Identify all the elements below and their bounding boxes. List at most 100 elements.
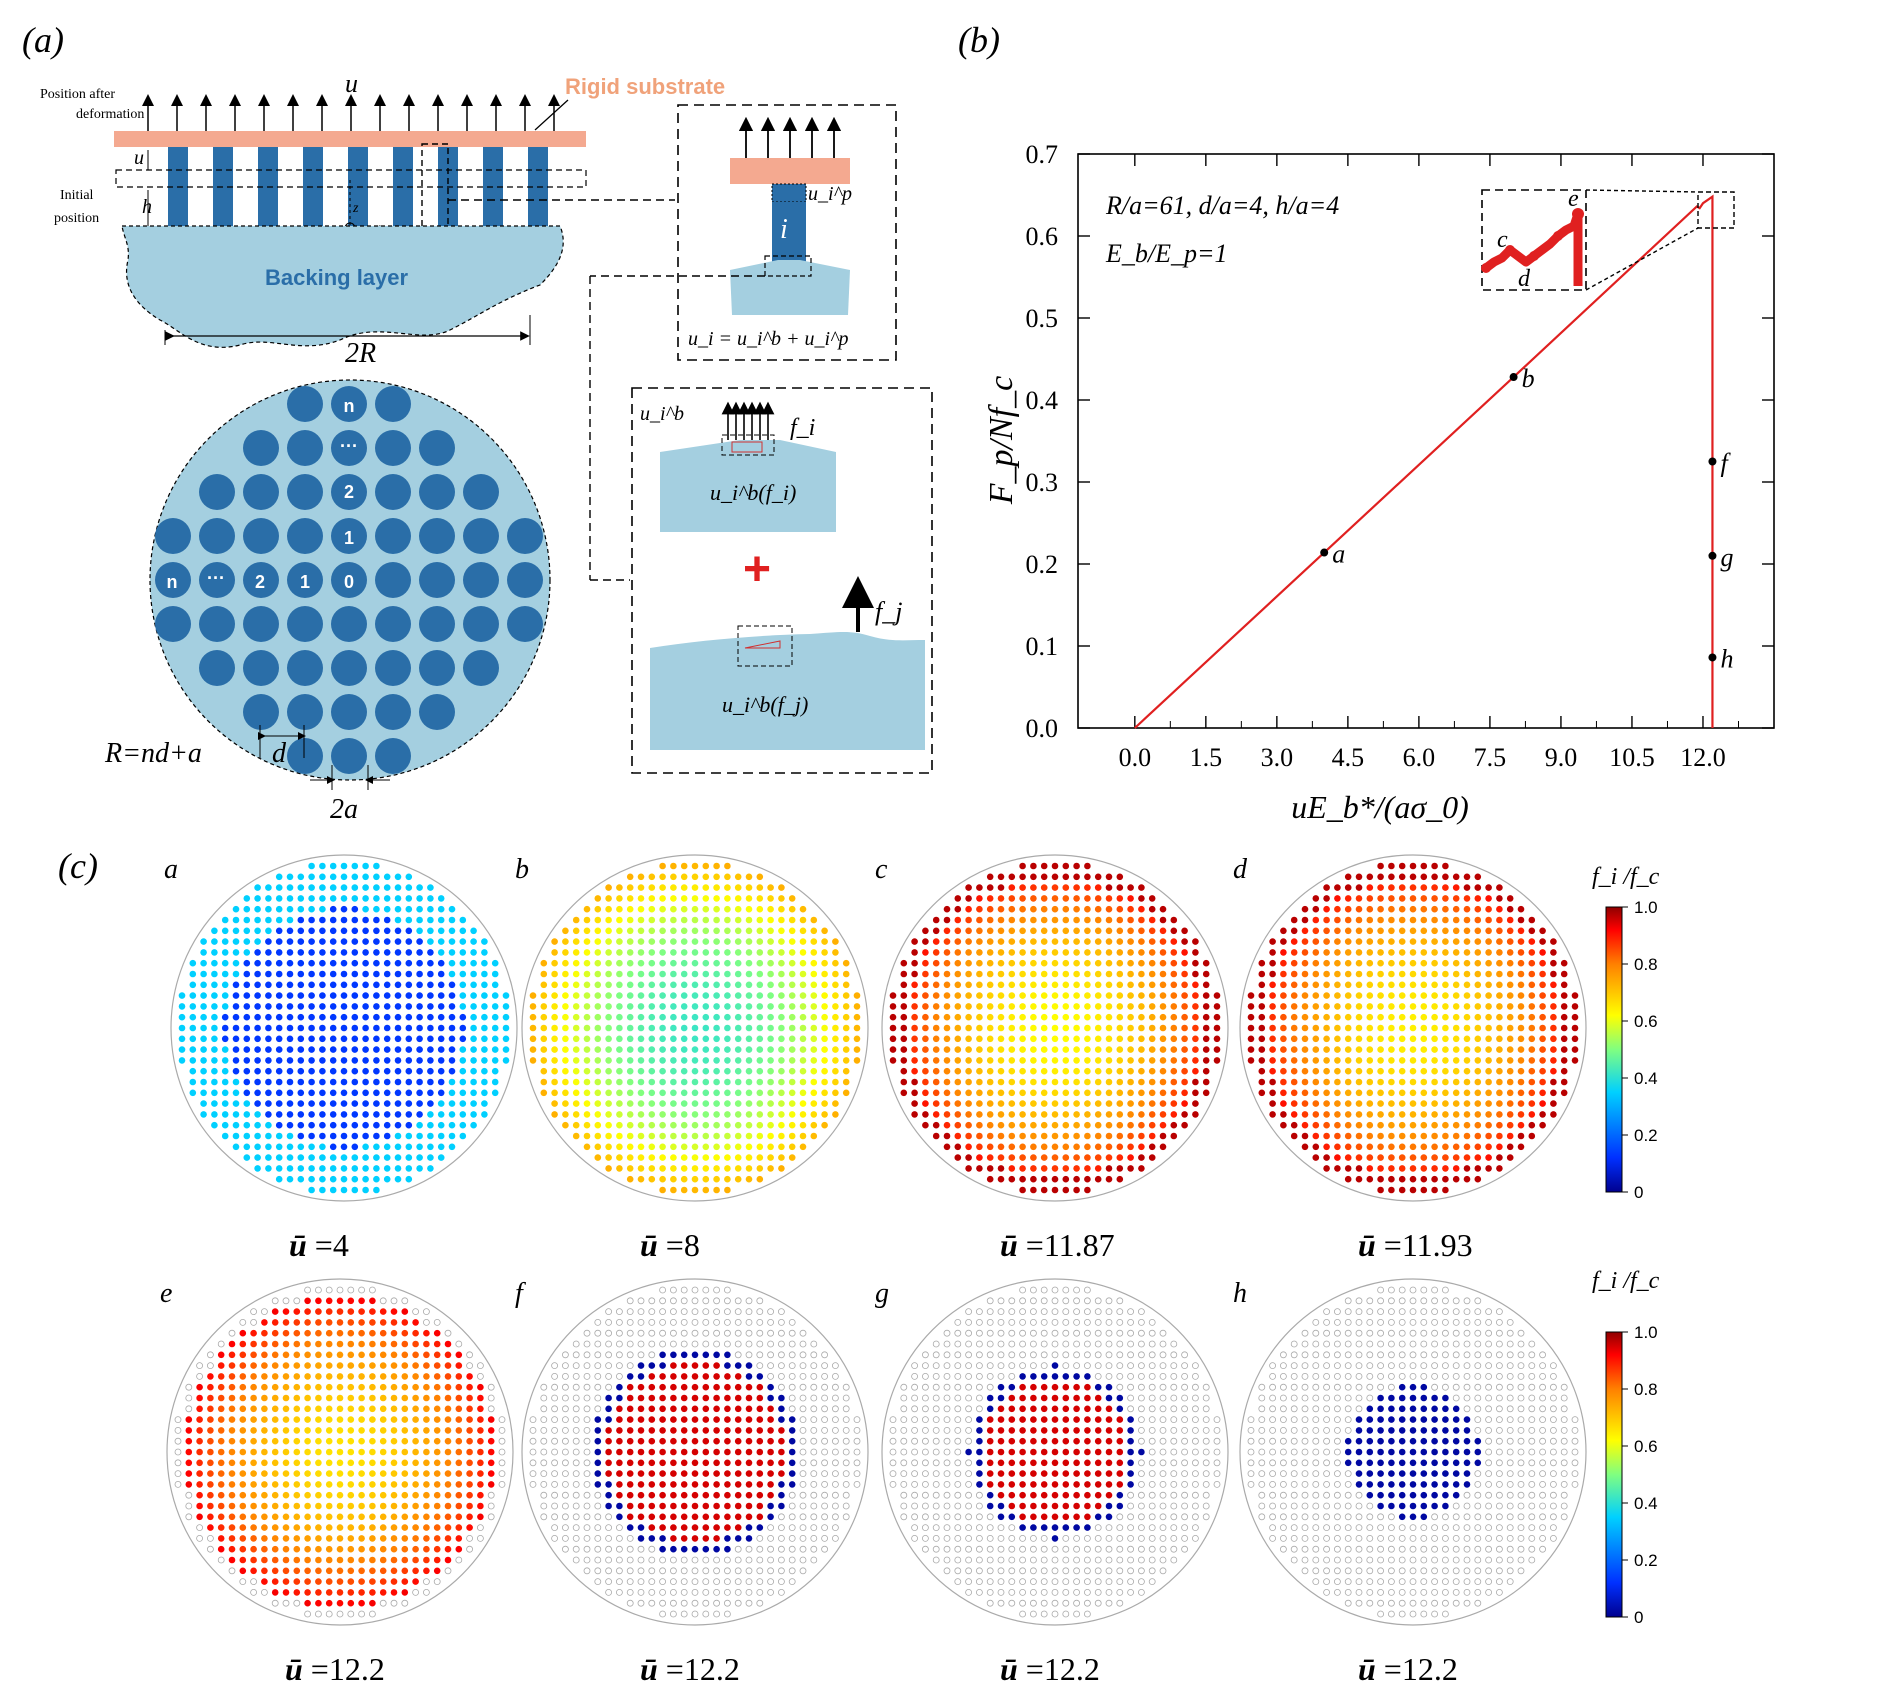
- pillar-force: [390, 1373, 398, 1380]
- pillar-force: [286, 1035, 294, 1043]
- pillar-force: [254, 1100, 261, 1107]
- pillar-force: [637, 1024, 645, 1032]
- pillar-force: [1105, 992, 1113, 999]
- backing-layer-label: Backing layer: [265, 265, 409, 290]
- pillar-detached: [778, 1362, 785, 1369]
- pillar-force: [405, 1111, 413, 1118]
- pillar-force: [832, 1013, 839, 1021]
- pillar-force: [1105, 1143, 1113, 1151]
- pillar-force: [470, 959, 477, 967]
- pillar-force: [954, 927, 962, 935]
- pillar-dot: [155, 606, 191, 642]
- pillar-force: [427, 1003, 434, 1010]
- pillar-force: [659, 895, 666, 902]
- pillar-force: [228, 1362, 236, 1369]
- pillar-force: [423, 1373, 430, 1380]
- pillar-force: [416, 884, 423, 891]
- pillar-detached: [1019, 1308, 1026, 1315]
- pillar-force: [1127, 905, 1134, 913]
- pillar-force: [637, 1405, 645, 1413]
- pillar-force: [1127, 1111, 1134, 1118]
- pillar-detached: [390, 1599, 398, 1607]
- pillar-force: [605, 1448, 612, 1456]
- pillar-force: [680, 1035, 688, 1043]
- pillar-detached: [842, 1427, 850, 1434]
- pillar-force: [358, 1340, 365, 1348]
- pillar-detached: [1008, 1297, 1016, 1305]
- pillar-force: [1485, 1154, 1492, 1161]
- pillar-detached: [583, 1513, 591, 1521]
- pillar-force: [616, 949, 623, 956]
- pillar-force: [702, 1437, 710, 1445]
- pillar-force: [626, 1405, 634, 1413]
- pillar-force: [529, 1057, 537, 1064]
- pillar-force: [680, 992, 688, 999]
- pillar-detached: [788, 1383, 796, 1391]
- pillar-detached: [788, 1545, 796, 1553]
- pillar-force: [724, 1143, 731, 1151]
- pillar-force: [383, 1067, 391, 1075]
- pillar-detached: [1008, 1329, 1016, 1337]
- pillar-force: [900, 981, 908, 989]
- pillar-force: [900, 1013, 908, 1021]
- pillar-force: [713, 1427, 720, 1434]
- pillar-force: [340, 1046, 348, 1053]
- pillar-force: [605, 1502, 612, 1510]
- pillar-force: [788, 938, 796, 945]
- pillar-force: [189, 1035, 197, 1043]
- pillar-force: [1366, 1078, 1374, 1086]
- pillar-force: [1323, 1111, 1330, 1118]
- pillar-force: [922, 1013, 929, 1021]
- pillar-detached: [691, 1308, 699, 1315]
- h-side-label: h: [142, 196, 152, 218]
- pillar-force: [932, 1067, 940, 1075]
- pillar-detached: [594, 1491, 602, 1499]
- pillar-force: [1008, 970, 1016, 978]
- pillar-force: [1030, 959, 1037, 967]
- pillar-force: [1170, 1121, 1178, 1129]
- pillar-force: [416, 1100, 423, 1107]
- pillar-force: [1008, 1121, 1016, 1129]
- pillar-force: [853, 1057, 861, 1064]
- pillar-force: [1528, 981, 1536, 989]
- pillar-detached: [1138, 1329, 1145, 1337]
- pillar-detached: [756, 1329, 764, 1337]
- pillar-force: [379, 1319, 387, 1326]
- pillar-force: [1474, 1024, 1482, 1032]
- pillar-force: [394, 1175, 402, 1183]
- pillar-force: [670, 1121, 677, 1129]
- pillar-force: [373, 916, 380, 924]
- pillar-detached: [724, 1599, 731, 1607]
- pillar-force: [637, 1100, 645, 1107]
- pillar-force: [680, 1373, 688, 1380]
- pillar-force: [1290, 970, 1298, 978]
- pillar-force: [756, 1481, 764, 1488]
- pillar-force: [900, 1078, 908, 1086]
- pillar-force: [437, 949, 445, 956]
- pillar-force: [954, 916, 962, 924]
- pillar-force: [275, 1154, 283, 1161]
- pillar-detached: [810, 1340, 818, 1348]
- pillar-force: [680, 1427, 688, 1434]
- pillar-force: [340, 1067, 348, 1075]
- pillar-force: [659, 1067, 666, 1075]
- pillar-force: [1398, 1121, 1406, 1129]
- pillar-detached: [986, 1351, 994, 1359]
- pillar-force: [433, 1329, 441, 1337]
- pillar-force: [304, 1405, 311, 1413]
- pillar-force: [470, 981, 477, 989]
- pillar-force: [412, 1405, 419, 1413]
- pillar-force: [659, 1502, 666, 1510]
- pillar-force: [282, 1351, 290, 1359]
- pillar-force: [1506, 1013, 1514, 1021]
- pillar-force: [1485, 959, 1492, 967]
- pillar-force: [459, 1100, 467, 1107]
- pillar-force: [232, 981, 240, 989]
- pillar-force: [1138, 1035, 1145, 1043]
- pillar-force: [986, 1057, 994, 1064]
- pillar-detached: [724, 1589, 731, 1596]
- pillar-force: [412, 1351, 419, 1359]
- pillar-force: [351, 959, 359, 967]
- pillar-force: [713, 1165, 720, 1172]
- pillar-detached: [1073, 1362, 1080, 1369]
